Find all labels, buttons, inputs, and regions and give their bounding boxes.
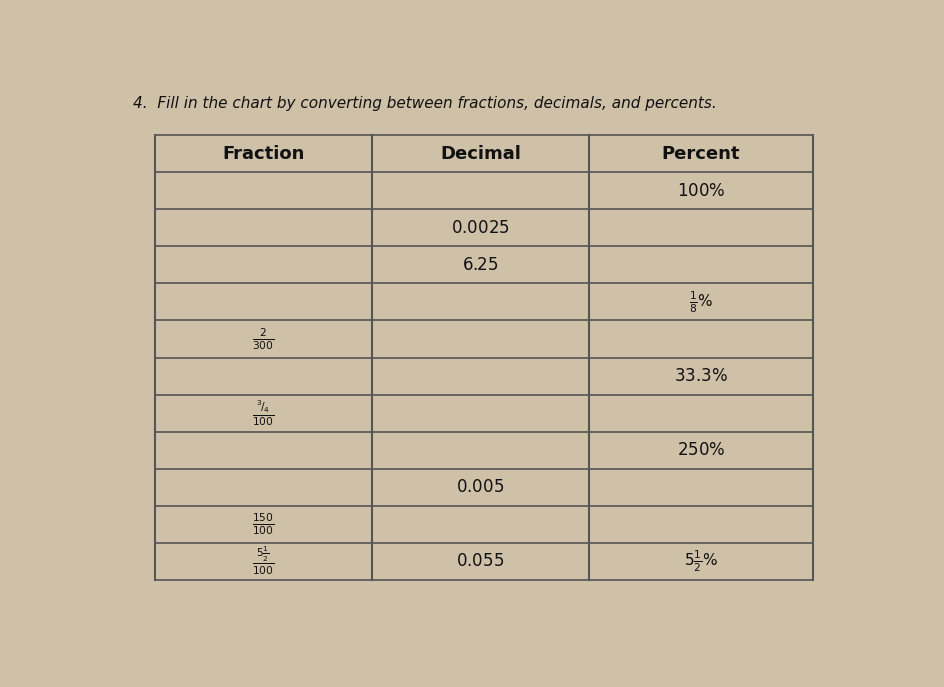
Text: $\frac{2}{300}$: $\frac{2}{300}$ — [252, 326, 275, 352]
Text: $100\%$: $100\%$ — [677, 182, 725, 200]
Text: $\frac{\,^{3}\!/_{4}}{100}$: $\frac{\,^{3}\!/_{4}}{100}$ — [252, 398, 275, 428]
Text: $5\frac{1}{2}\%$: $5\frac{1}{2}\%$ — [684, 548, 718, 574]
Text: $0.055$: $0.055$ — [457, 552, 504, 570]
Text: $\frac{5\frac{1}{2}}{100}$: $\frac{5\frac{1}{2}}{100}$ — [252, 545, 275, 577]
Text: $0.0025$: $0.0025$ — [451, 219, 510, 237]
Text: Fraction: Fraction — [222, 145, 304, 163]
Text: $0.005$: $0.005$ — [457, 478, 504, 496]
Text: $250\%$: $250\%$ — [677, 441, 725, 459]
Text: $\frac{150}{100}$: $\frac{150}{100}$ — [252, 511, 275, 537]
Text: Decimal: Decimal — [440, 145, 521, 163]
Text: $\frac{1}{8}\%$: $\frac{1}{8}\%$ — [689, 289, 714, 315]
Text: $33.3\%$: $33.3\%$ — [674, 367, 728, 385]
Text: 4.  Fill in the chart by converting between fractions, decimals, and percents.: 4. Fill in the chart by converting betwe… — [132, 96, 716, 111]
Text: $6.25$: $6.25$ — [463, 256, 498, 274]
Text: Percent: Percent — [662, 145, 740, 163]
